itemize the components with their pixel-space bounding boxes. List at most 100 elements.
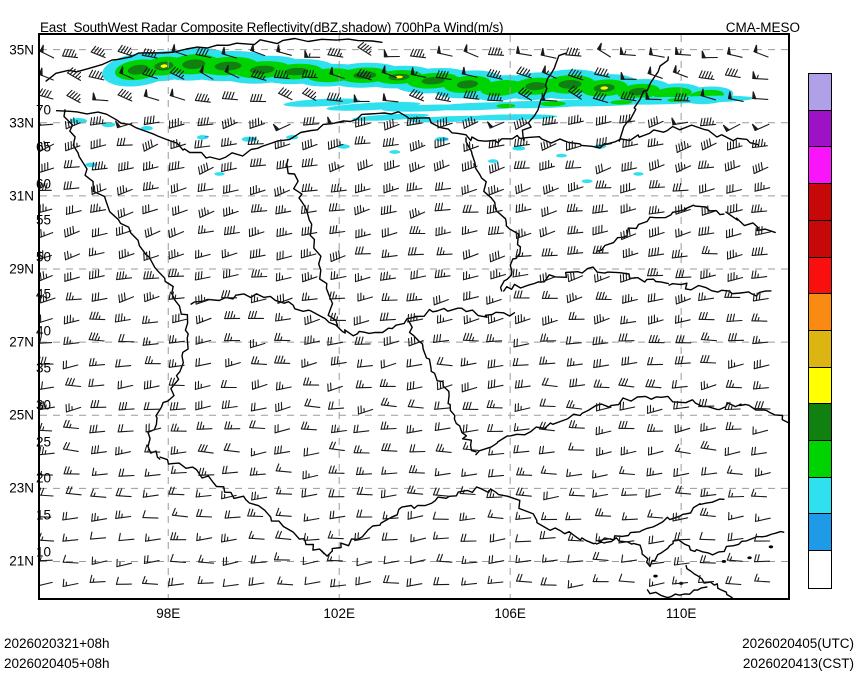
wind-barb	[40, 401, 56, 411]
wind-barb	[379, 312, 396, 321]
wind-barb	[699, 555, 716, 564]
wind-barb	[618, 535, 635, 544]
wind-barb	[518, 87, 533, 101]
wind-barb	[727, 91, 744, 102]
wind-barb	[40, 271, 53, 282]
wind-barb	[250, 555, 267, 564]
axis-tick	[425, 598, 427, 600]
wind-barb	[40, 140, 55, 152]
wind-barb	[115, 225, 132, 237]
wind-barb	[329, 312, 347, 321]
wind-barb	[645, 91, 662, 101]
wind-barb	[697, 574, 715, 584]
wind-barb	[223, 206, 239, 217]
colorbar-band	[809, 404, 831, 442]
wind-barb	[566, 203, 583, 213]
wind-barb	[357, 41, 372, 56]
wind-barb	[674, 314, 691, 324]
wind-barb	[595, 291, 612, 301]
wind-barb	[168, 334, 185, 344]
boundary-line	[668, 282, 772, 297]
latitude-tick-label: 23N	[9, 480, 34, 496]
wind-barb	[755, 467, 771, 477]
wind-barb	[274, 186, 290, 197]
wind-barb	[488, 555, 505, 564]
wind-barb	[675, 204, 691, 215]
wind-barb	[461, 577, 478, 586]
wind-barb	[698, 160, 715, 170]
wind-barb	[141, 48, 158, 59]
wind-barb	[250, 356, 268, 365]
wind-barb	[618, 420, 635, 430]
wind-barb	[515, 487, 532, 497]
wind-barb	[621, 554, 638, 563]
wind-barb	[118, 468, 135, 477]
wind-barb	[435, 443, 452, 453]
wind-barb	[516, 66, 532, 79]
wind-barb	[327, 336, 344, 346]
wind-barb	[514, 402, 531, 412]
wind-barb	[541, 554, 558, 563]
axis-tick	[510, 598, 512, 600]
reflectivity-cell	[204, 135, 209, 138]
wind-barb	[675, 228, 691, 238]
wind-barb	[540, 577, 557, 586]
wind-barb	[194, 270, 211, 281]
wind-barb	[301, 488, 318, 498]
wind-barb	[145, 423, 162, 433]
wind-barb	[516, 467, 533, 476]
wind-barb	[515, 228, 532, 239]
wind-barb	[751, 270, 768, 279]
wind-barb	[724, 401, 741, 411]
axis-tick	[38, 50, 40, 52]
wind-barb	[592, 245, 609, 254]
wind-barb	[648, 205, 665, 215]
wind-barb	[489, 250, 506, 263]
wind-barb	[568, 420, 585, 429]
axis-tick	[788, 159, 790, 161]
wind-barb	[701, 205, 718, 216]
wind-barb	[486, 333, 503, 343]
wind-barb	[326, 92, 343, 102]
wind-barb	[62, 360, 79, 370]
wind-barb	[382, 137, 399, 147]
wind-barb	[701, 50, 718, 59]
wind-barb	[301, 271, 318, 283]
axis-tick	[38, 269, 40, 271]
latitude-tick-label: 35N	[9, 42, 34, 58]
wind-barb	[674, 93, 691, 102]
wind-barb	[170, 138, 187, 150]
wind-barb	[647, 66, 663, 79]
wind-barb	[489, 533, 506, 543]
wind-barb	[356, 68, 372, 81]
wind-barb	[195, 314, 212, 325]
wind-barb	[63, 225, 80, 238]
wind-barb	[303, 377, 320, 386]
boundary-line	[521, 52, 567, 141]
axis-tick	[724, 598, 726, 600]
wind-barb	[250, 294, 267, 304]
wind-barb	[724, 289, 741, 298]
axis-tick	[788, 232, 790, 234]
reflectivity-cell	[214, 172, 225, 176]
wind-barb	[220, 379, 237, 389]
wind-barb	[726, 46, 743, 58]
axis-tick	[788, 415, 790, 417]
wind-barb	[752, 91, 769, 100]
boundary-line	[503, 266, 669, 292]
wind-barb	[592, 336, 609, 346]
wind-barb	[592, 470, 608, 479]
boundary-line	[407, 319, 477, 453]
wind-barb	[275, 507, 292, 517]
wind-barb	[143, 250, 159, 261]
wind-barb	[726, 183, 742, 194]
wind-barb	[594, 508, 612, 517]
wind-barb	[407, 399, 424, 409]
colorbar-band	[809, 74, 831, 111]
wind-barb	[754, 400, 771, 410]
wind-barb	[88, 378, 105, 388]
wind-barb	[512, 357, 529, 367]
axis-tick	[788, 598, 790, 600]
wind-barb	[410, 48, 427, 59]
wind-barb	[408, 465, 425, 474]
